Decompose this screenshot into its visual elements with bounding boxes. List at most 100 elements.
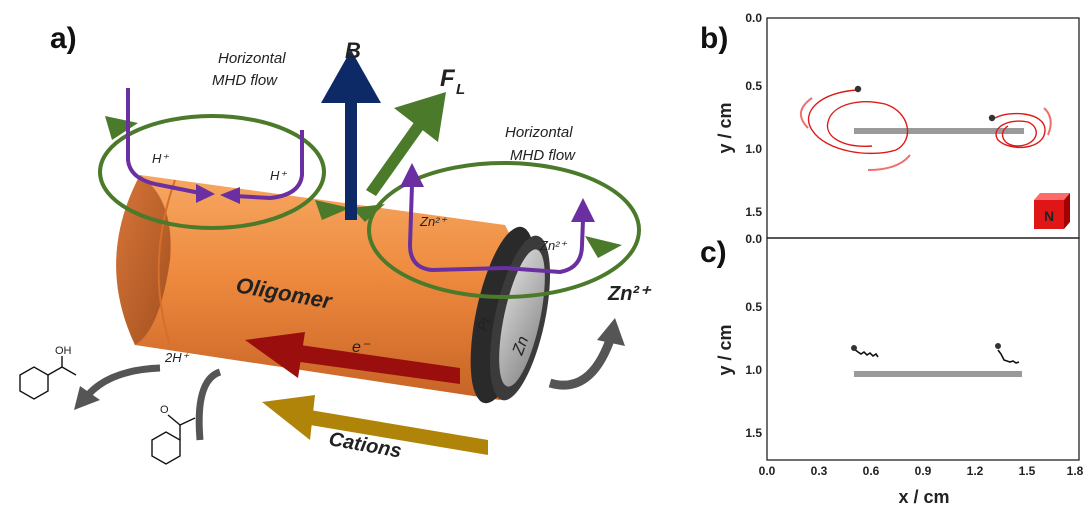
right-flow-ellipse <box>367 161 641 299</box>
fl-subscript: L <box>456 81 465 98</box>
b-arrow-shaft <box>345 100 357 220</box>
proton-arrow-right-head <box>220 187 240 204</box>
panel-c-xtick-6: 1.8 <box>1067 464 1084 478</box>
panel-a: a) Pt Zn Horizontal MHD flow <box>19 22 652 465</box>
panel-c-xtick-1: 0.3 <box>811 464 828 478</box>
panel-b-ytick-0: 0.0 <box>745 11 762 25</box>
left-flow-arrowhead-1 <box>105 116 138 140</box>
fl-arrow-head <box>394 92 446 142</box>
panel-b-ytick-2: 1.0 <box>745 142 762 156</box>
alcohol-molecule: OH <box>19 345 77 400</box>
panel-c-ytick-2: 1.0 <box>745 363 762 377</box>
zinc-arrow-left-head <box>400 163 424 187</box>
proton-arrow-right-path <box>234 130 304 201</box>
panel-b-start-dot-left <box>854 85 862 93</box>
ketone-o-label: O <box>160 404 169 416</box>
panel-b-traces <box>807 89 1046 155</box>
panel-a-label: a) <box>50 22 77 55</box>
panel-b-yticks: 0.0 0.5 1.0 1.5 <box>745 11 762 219</box>
panel-b-ytick-3: 1.5 <box>745 205 762 219</box>
panel-b-arrow-3 <box>1043 107 1052 136</box>
proton-arrow-left-head <box>196 184 215 203</box>
panel-c-xtick-3: 0.9 <box>915 464 932 478</box>
panel-c-device-bar <box>854 371 1022 377</box>
proton-arrow-left-path <box>126 88 201 195</box>
magnet-label: N <box>1044 208 1054 224</box>
zinc-release-arrow: Zn²⁺ <box>548 283 652 390</box>
left-flow-label-2: MHD flow <box>212 72 278 89</box>
reduction-arrows: 2H⁺ <box>74 350 222 441</box>
panel-b-start-dot-right <box>988 114 996 122</box>
left-flow-arrowhead-2 <box>315 200 350 220</box>
lorentz-force-arrow: F L <box>366 65 465 196</box>
panel-c-xtick-5: 1.5 <box>1019 464 1036 478</box>
cylinder-seam <box>157 179 176 346</box>
panel-c-xtick-4: 1.2 <box>967 464 984 478</box>
electron-label: e⁻ <box>352 339 371 356</box>
panel-c-xlabel: x / cm <box>898 487 949 507</box>
panel-c-label: c) <box>700 236 727 269</box>
cylinder-to-alcohol-path <box>85 364 161 398</box>
zinc-release-head <box>597 318 625 346</box>
alcohol-bond-2 <box>61 366 77 376</box>
panel-c-traces <box>853 348 1020 364</box>
electron-arrow-head <box>245 332 305 378</box>
panel-c-xtick-0: 0.0 <box>759 464 776 478</box>
b-arrow-head <box>321 50 381 103</box>
cations-arrow-shaft <box>310 410 488 455</box>
alcohol-bond-1 <box>47 366 63 376</box>
alcohol-arrow-head <box>74 386 100 410</box>
zinc-ion-label-1: Zn²⁺ <box>419 214 448 229</box>
panel-b: b) y / cm 0.0 0.5 1.0 1.5 N <box>700 11 1080 239</box>
zinc-ion-out-label: Zn²⁺ <box>607 283 652 305</box>
electron-arrow-shaft <box>300 345 460 384</box>
panel-b-ytick-1: 0.5 <box>745 79 762 93</box>
right-flow-arrowhead-1 <box>352 204 385 222</box>
zn-face <box>499 249 545 387</box>
cations-arrow-head <box>262 395 315 440</box>
panel-c-start-dot-right <box>995 343 1001 349</box>
panel-b-arrow-2 <box>867 154 911 171</box>
alcohol-oh-label: OH <box>55 345 72 357</box>
zinc-release-path <box>548 338 615 390</box>
panel-c-ytick-1: 0.5 <box>745 300 762 314</box>
right-mhd-flow: Horizontal MHD flow <box>352 124 641 299</box>
panel-c-ytick-3: 1.5 <box>745 426 762 440</box>
two-proton-label: 2H⁺ <box>164 350 190 365</box>
oligomer-cylinder <box>116 175 524 400</box>
panel-c-start-dot-left <box>851 345 857 351</box>
panel-c: c) y / cm 0.0 0.5 1.0 1.5 0.0 0.3 0.6 0.… <box>700 232 1084 507</box>
panel-c-frame <box>766 237 1080 461</box>
right-flow-label-1: Horizontal <box>505 124 573 141</box>
cylinder-left-cap <box>116 175 171 345</box>
fl-arrow-shaft <box>366 114 430 196</box>
right-flow-label-2: MHD flow <box>510 147 576 164</box>
magnetic-field-arrow: B <box>321 38 381 220</box>
zinc-arrow-right-head <box>571 198 595 222</box>
ketone-molecule: O <box>151 404 196 465</box>
proton-label-right: H⁺ <box>270 168 287 183</box>
magnet-icon: N <box>1034 193 1070 229</box>
proton-label-left: H⁺ <box>152 151 169 166</box>
panel-b-trace-left <box>807 89 909 155</box>
right-flow-arrowhead-2 <box>585 236 622 258</box>
ketone-to-cylinder-path <box>195 368 222 441</box>
zinc-ion-label-2: Zn²⁺ <box>539 238 568 253</box>
proton-flow-arrows: H⁺ H⁺ <box>126 88 304 204</box>
cations-arrow: Cations <box>262 395 488 463</box>
zn-label: Zn <box>509 334 532 358</box>
electron-arrow: e⁻ <box>245 332 460 384</box>
panel-c-xtick-2: 0.6 <box>863 464 880 478</box>
panel-c-yticks: 0.0 0.5 1.0 1.5 <box>745 232 762 440</box>
panel-c-ylabel: y / cm <box>715 324 735 375</box>
b-label: B <box>345 38 361 63</box>
panel-c-xticks: 0.0 0.3 0.6 0.9 1.2 1.5 1.8 <box>759 464 1084 478</box>
left-flow-label-1: Horizontal <box>218 50 286 67</box>
panel-c-ytick-0: 0.0 <box>745 232 762 246</box>
panel-c-trace-right <box>997 349 1020 364</box>
panel-b-motion-arrows <box>800 97 1052 171</box>
ketone-bond-co <box>167 414 181 426</box>
panel-b-ylabel: y / cm <box>715 102 735 153</box>
ketone-bond-2 <box>179 417 196 426</box>
